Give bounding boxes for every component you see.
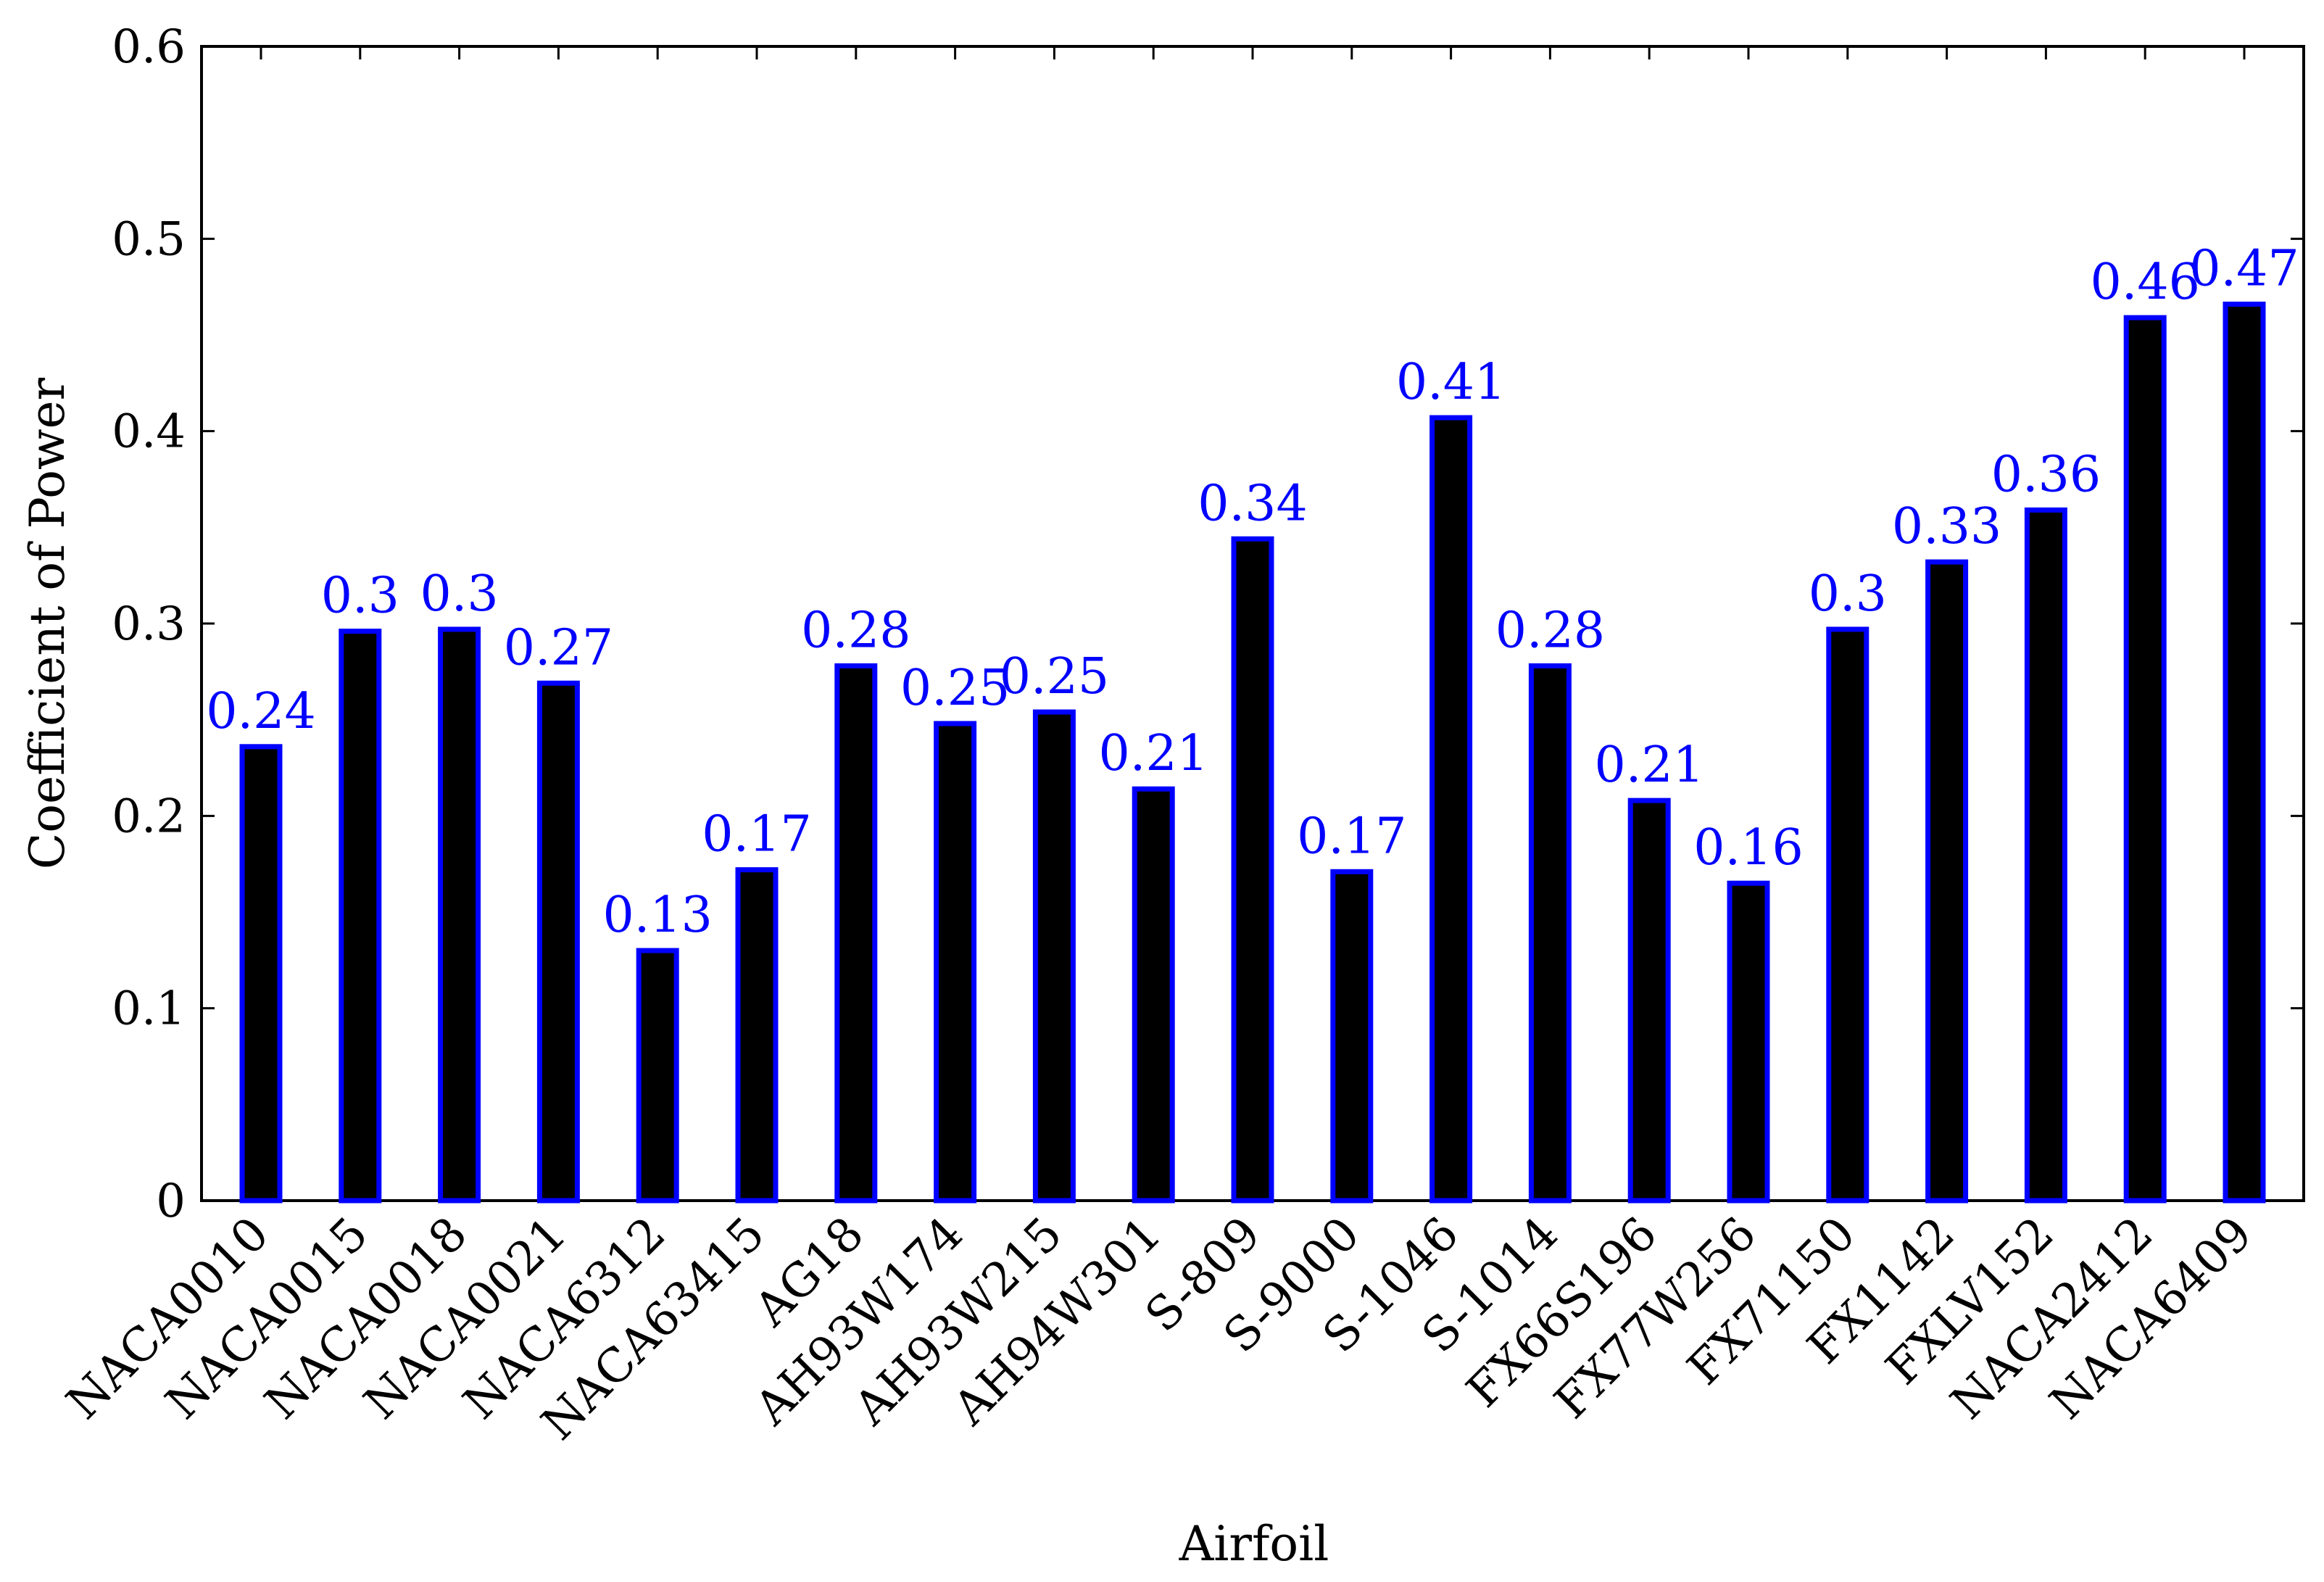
y-axis-label: Coefficient of Power [20, 377, 75, 869]
x-axis-label: Airfoil [1179, 1516, 1329, 1572]
bar [1627, 798, 1671, 1204]
data-label: 0.17 [702, 806, 811, 864]
bar [735, 867, 779, 1204]
bar [536, 680, 580, 1204]
data-label: 0.13 [602, 887, 712, 944]
data-label: 0.47 [2189, 241, 2299, 298]
bar [2223, 302, 2266, 1204]
bar [934, 721, 977, 1204]
data-label: 0.24 [206, 683, 315, 740]
y-tick-label: 0.6 [112, 20, 186, 74]
y-tick-label: 0.4 [112, 405, 186, 459]
bar [239, 744, 283, 1204]
bar [834, 663, 878, 1204]
bar [1727, 880, 1770, 1204]
bar [1132, 786, 1175, 1204]
data-label: 0.25 [1000, 648, 1109, 705]
bar [339, 629, 382, 1204]
data-label: 0.3 [1809, 566, 1887, 623]
bar [1528, 663, 1572, 1204]
data-label: 0.3 [321, 568, 399, 625]
data-label: 0.25 [900, 660, 1010, 717]
data-label: 0.34 [1198, 475, 1307, 532]
bar [1925, 559, 1969, 1204]
data-label: 0.16 [1693, 819, 1803, 877]
bar [1231, 536, 1274, 1204]
data-label: 0.36 [1991, 446, 2101, 503]
bars [239, 302, 2266, 1204]
data-label: 0.21 [1098, 725, 1208, 782]
data-label: 0.3 [420, 566, 499, 623]
y-tick-label: 0 [156, 1175, 186, 1228]
x-tick-labels: NACA0010NACA0015NACA0018NACA0021NACA6312… [57, 1207, 2262, 1451]
data-label: 0.33 [1892, 498, 2001, 555]
data-label: 0.46 [2090, 254, 2199, 311]
data-label: 0.17 [1297, 808, 1406, 865]
bar [1032, 709, 1076, 1204]
bar [1429, 415, 1473, 1204]
data-label: 0.28 [801, 602, 910, 659]
data-label: 0.27 [504, 619, 613, 676]
y-tick-label: 0.5 [112, 212, 186, 266]
y-tick-label: 0.1 [112, 982, 186, 1036]
data-labels: 0.240.3 0.30.270.130.170.280.250.250.210.… [206, 241, 2299, 945]
y-tick-labels: 0 0.1 0.2 0.3 0.4 0.5 0.6 [112, 20, 186, 1228]
bar [1330, 869, 1374, 1204]
data-label: 0.41 [1396, 354, 1506, 411]
bar [1826, 626, 1869, 1204]
data-label: 0.28 [1495, 602, 1605, 659]
y-tick-label: 0.2 [112, 790, 186, 843]
bar [2024, 507, 2067, 1204]
y-tick-label: 0.3 [112, 597, 186, 651]
data-label: 0.21 [1594, 737, 1703, 794]
bar [2123, 315, 2167, 1204]
bar [636, 948, 679, 1204]
bar [438, 626, 481, 1204]
